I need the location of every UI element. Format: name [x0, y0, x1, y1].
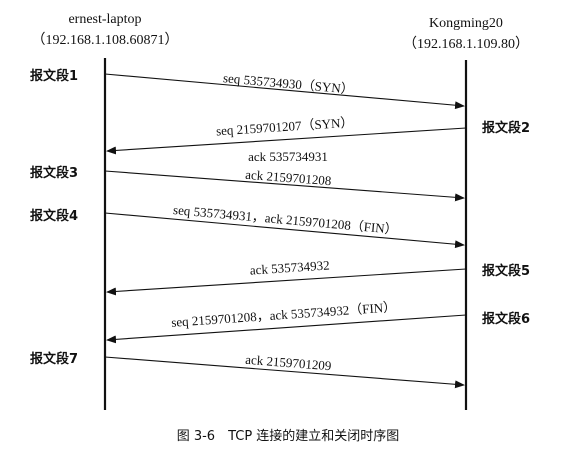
segment-3-arrow — [104, 170, 465, 202]
segment-5-text: ack 535734932 — [249, 257, 330, 277]
segment-1-arrow — [104, 73, 465, 110]
segment-1-text: seq 535734930（SYN） — [222, 70, 354, 97]
segment-3-label: 报文段3 — [30, 165, 78, 181]
segment-7-label: 报文段7 — [30, 351, 78, 367]
right-host-name: Kongming20 — [429, 16, 503, 31]
segment-7-text: ack 2159701209 — [245, 352, 332, 374]
segment-3-text: ack 2159701208 — [245, 167, 332, 188]
segment-6-text: seq 2159701208，ack 535734932（FIN） — [171, 299, 397, 330]
segment-2-text: seq 2159701207（SYN） — [216, 115, 354, 139]
figure-caption: 图 3-6 TCP 连接的建立和关闭时序图 — [177, 428, 400, 444]
left-host-address: （192.168.1.108.60871） — [32, 32, 179, 48]
right-host-address: （192.168.1.109.80） — [403, 36, 529, 52]
segment-6-label: 报文段6 — [482, 311, 530, 327]
segment-6-arrow — [106, 314, 467, 344]
segment-4-arrow — [104, 212, 465, 249]
segment-5-label: 报文段5 — [482, 263, 530, 279]
segment-7-arrow — [104, 356, 465, 389]
segment-5-arrow — [106, 268, 467, 296]
segment-2-label: 报文段2 — [482, 120, 530, 136]
segment-2-text-secondary: ack 535734931 — [248, 149, 328, 164]
segment-4-text: seq 535734931，ack 2159701208（FIN） — [173, 202, 399, 237]
segment-1-label: 报文段1 — [30, 68, 78, 84]
segment-4-label: 报文段4 — [30, 208, 78, 224]
segment-2-arrow — [106, 127, 467, 155]
left-host-name: ernest-laptop — [68, 12, 141, 27]
